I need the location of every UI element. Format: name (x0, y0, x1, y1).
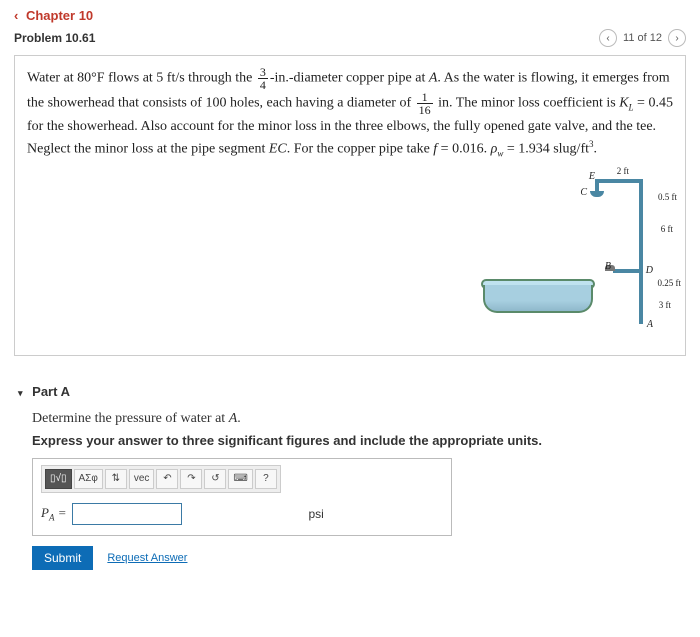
answer-box: ▯√▯ ΑΣφ ⇅ vec ↶ ↷ ↺ ⌨ ? PA = psi (32, 458, 452, 536)
bathtub-icon (483, 285, 593, 313)
submit-button[interactable]: Submit (32, 546, 93, 570)
greek-button[interactable]: ΑΣφ (74, 469, 103, 489)
pager-next-button[interactable]: › (668, 29, 686, 47)
help-button[interactable]: ? (255, 469, 277, 489)
pager-prev-button[interactable]: ‹ (599, 29, 617, 47)
caret-down-icon: ▾ (18, 388, 23, 398)
keyboard-button[interactable]: ⌨ (228, 469, 252, 489)
request-answer-link[interactable]: Request Answer (107, 552, 187, 564)
problem-label: Problem 10.61 (14, 31, 95, 45)
reset-button[interactable]: ↺ (204, 469, 226, 489)
pager-text: 11 of 12 (623, 32, 662, 44)
redo-button[interactable]: ↷ (180, 469, 202, 489)
undo-button[interactable]: ↶ (156, 469, 178, 489)
chapter-label: Chapter 10 (26, 8, 93, 23)
pager: ‹ 11 of 12 › (599, 29, 686, 47)
part-a-prompt: Determine the pressure of water at A. (32, 411, 682, 427)
answer-input[interactable] (72, 503, 182, 525)
chevron-left-icon: ‹ (14, 8, 18, 23)
subscript-button[interactable]: ⇅ (105, 469, 127, 489)
showerhead-icon (590, 191, 604, 197)
question-box: Water at 80°F flows at 5 ft/s through th… (14, 55, 686, 356)
chapter-back-link[interactable]: ‹ Chapter 10 (14, 8, 93, 23)
templates-button[interactable]: ▯√▯ (45, 469, 72, 489)
question-text: Water at 80°F flows at 5 ft/s through th… (27, 66, 673, 161)
equation-toolbar: ▯√▯ ΑΣφ ⇅ vec ↶ ↷ ↺ ⌨ ? (41, 465, 281, 493)
answer-unit: psi (308, 507, 323, 521)
part-a-instruction: Express your answer to three significant… (32, 433, 682, 448)
answer-variable: PA = (41, 505, 66, 523)
part-a-title: Part A (32, 384, 70, 399)
vec-button[interactable]: vec (129, 469, 155, 489)
problem-figure: E C B D A 2 ft 0.5 ft 6 ft 0.25 ft 3 ft (453, 167, 673, 337)
part-a-toggle[interactable]: ▾ Part A (18, 384, 682, 399)
